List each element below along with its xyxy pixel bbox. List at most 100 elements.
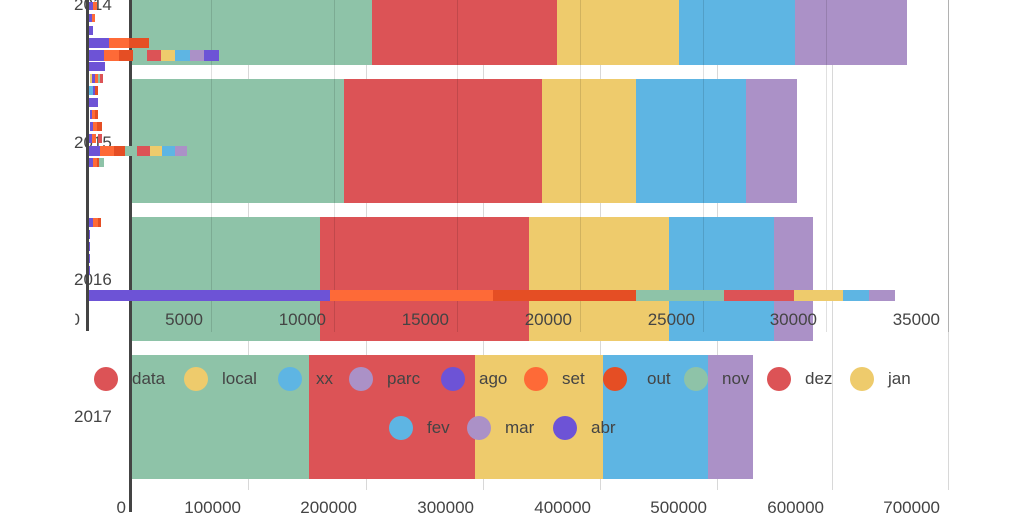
overlay-gridline [580, 0, 581, 332]
overlay-segment-dez[interactable] [147, 50, 161, 61]
legend-item-nov[interactable]: nov [684, 366, 749, 392]
legend-label: local [222, 369, 257, 388]
legend-item-dez[interactable]: dez [767, 366, 832, 392]
bar-segment-mar[interactable] [708, 355, 753, 479]
bar-segment-dez[interactable] [372, 0, 557, 65]
bar-segment-mar[interactable] [795, 0, 907, 65]
bar-segment-jan[interactable] [557, 0, 679, 65]
overlay-segment-mar[interactable] [175, 146, 187, 156]
legend-label: mar [505, 418, 535, 437]
overlay-segment-ago[interactable] [89, 290, 330, 301]
legend-dot-icon [850, 367, 874, 391]
legend-dot-icon [441, 367, 465, 391]
overlay-gridline [457, 0, 458, 332]
legend-label: data [132, 369, 166, 388]
bar-segment-dez[interactable] [344, 79, 542, 203]
overlay-segment-abr[interactable] [204, 50, 219, 61]
overlay-gridline [334, 0, 335, 332]
overlay-segment-jan[interactable] [150, 146, 162, 156]
overlay-x-tick: 10000 [278, 310, 326, 329]
year-label-2017: 2017 [74, 407, 112, 426]
overlay-segment-dez[interactable] [724, 290, 794, 301]
legend-item-data[interactable]: data [94, 366, 165, 392]
legend-item-abr[interactable]: abr [553, 415, 616, 441]
legend-item-local[interactable]: local [184, 366, 257, 392]
legend-label: dez [805, 369, 833, 388]
legend-dot-icon [349, 367, 373, 391]
legend-item-xx[interactable]: xx [278, 366, 333, 392]
overlay-segment-out[interactable] [119, 50, 133, 61]
legend-label: set [562, 369, 585, 388]
overlay-x-tick: 30000 [769, 310, 817, 329]
year-label-2016: 2016 [74, 270, 112, 289]
gridline [832, 0, 833, 490]
overlay-x-tick: 35000 [892, 310, 940, 329]
overlay-segment-out[interactable] [114, 146, 125, 156]
overlay-gridline [948, 0, 949, 332]
bar-segment-mar[interactable] [746, 79, 797, 203]
legend-dot-icon [684, 367, 708, 391]
legend-label: ago [479, 369, 508, 388]
legend-label: jan [888, 369, 911, 388]
legend-item-jan[interactable]: jan [850, 366, 911, 392]
bar-segment-nov[interactable] [131, 79, 344, 203]
overlay-segment-jan[interactable] [161, 50, 175, 61]
legend-dot-icon [603, 367, 627, 391]
overlay-segment-jan[interactable] [794, 290, 843, 301]
overlay-segment-dez[interactable] [137, 146, 150, 156]
legend-item-mar[interactable]: mar [467, 415, 534, 441]
overlay-segment-fev[interactable] [843, 290, 869, 301]
overlay-y-axis [86, 0, 89, 331]
overlay-segment-mar[interactable] [869, 290, 895, 301]
legend-item-ago[interactable]: ago [441, 366, 507, 392]
overlay-gridline [703, 0, 704, 332]
main-y-axis [129, 0, 132, 512]
legend-label: nov [722, 369, 750, 388]
legend-item-parc[interactable]: parc [349, 366, 420, 392]
legend-dot-icon [553, 416, 577, 440]
bar-segment-jan[interactable] [529, 217, 669, 341]
legend-dot-icon [94, 367, 118, 391]
legend-dot-icon [524, 367, 548, 391]
overlay-segment-set[interactable] [104, 50, 119, 61]
legend-dot-icon [278, 367, 302, 391]
legend-dot-icon [184, 367, 208, 391]
legend-item-set[interactable]: set [524, 366, 585, 392]
overlay-segment-fev[interactable] [162, 146, 175, 156]
overlay-segment-set[interactable] [100, 146, 114, 156]
gridline [948, 0, 949, 490]
bar-segment-fev[interactable] [679, 0, 795, 65]
legend-label: parc [387, 369, 421, 388]
bar-segment-nov[interactable] [131, 217, 320, 341]
overlay-x-tick: 0 [70, 310, 80, 329]
overlay-segment-nov[interactable] [125, 146, 137, 156]
bar-segment-fev[interactable] [636, 79, 746, 203]
bar-segment-jan[interactable] [542, 79, 636, 203]
overlay-segment-nov[interactable] [636, 290, 724, 301]
overlay-segment-mar[interactable] [190, 50, 204, 61]
legend-label: out [647, 369, 671, 388]
legend-dot-icon [767, 367, 791, 391]
overlay-segment-ago[interactable] [89, 146, 100, 156]
bar-segment-fev[interactable] [669, 217, 774, 341]
bar-segment-mar[interactable] [774, 217, 813, 341]
legend-item-fev[interactable]: fev [389, 415, 450, 441]
overlay-segment-set[interactable] [330, 290, 493, 301]
overlay-x-tick: 15000 [401, 310, 449, 329]
overlay-x-tick: 25000 [647, 310, 695, 329]
legend-dot-icon [467, 416, 491, 440]
overlay-segment-nov[interactable] [133, 50, 147, 61]
legend-item-out[interactable]: out [603, 366, 671, 392]
overlay-segment-fev[interactable] [175, 50, 190, 61]
legend-label: xx [316, 369, 333, 388]
overlay-x-tick: 20000 [524, 310, 572, 329]
overlay-gridline [211, 0, 212, 332]
bar-segment-dez[interactable] [320, 217, 529, 341]
legend-label: fev [427, 418, 450, 437]
main-x-tick: 0 [116, 498, 126, 517]
overlay-segment-out[interactable] [493, 290, 636, 301]
overlay-segment-ago[interactable] [89, 50, 104, 61]
